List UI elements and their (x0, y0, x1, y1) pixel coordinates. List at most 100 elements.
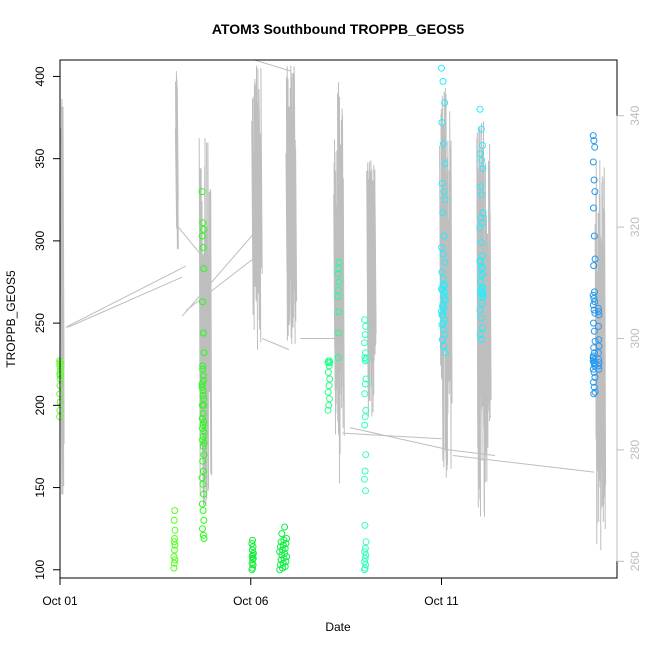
data-point (477, 293, 485, 301)
data-point (200, 516, 208, 524)
data-point (439, 303, 447, 311)
data-point (199, 392, 207, 399)
data-point (590, 355, 598, 363)
data-point (476, 306, 484, 314)
data-point (439, 250, 447, 258)
secondary-connector (254, 59, 291, 72)
data-point (476, 150, 484, 158)
data-point (199, 377, 207, 385)
data-point (590, 232, 598, 240)
data-point (249, 549, 257, 557)
data-point (594, 304, 602, 312)
data-point (199, 436, 206, 444)
data-point (200, 451, 208, 459)
data-point (278, 530, 286, 538)
chart-title: ATOM3 Southbound TROPPB_GEOS5 (212, 21, 464, 37)
data-point (171, 541, 179, 549)
data-point (199, 507, 207, 515)
data-point (591, 337, 599, 345)
data-point (590, 204, 597, 212)
x-tick-label: Oct 01 (42, 594, 78, 608)
data-point (171, 526, 179, 534)
data-point (361, 544, 369, 552)
data-point (441, 288, 449, 296)
secondary-connector (67, 276, 183, 328)
data-point (477, 214, 485, 222)
data-point (439, 326, 447, 334)
data-point (440, 232, 448, 240)
data-point (361, 331, 369, 339)
data-point (441, 99, 449, 107)
data-point (360, 339, 368, 347)
data-point (362, 538, 370, 546)
data-point (590, 390, 598, 398)
y2-tick-label: 320 (628, 217, 642, 237)
data-point (477, 125, 485, 133)
data-point (591, 373, 599, 381)
secondary-connector (185, 254, 259, 312)
data-point (171, 507, 179, 515)
data-point (199, 531, 207, 539)
secondary-connector (181, 232, 255, 317)
data-point (595, 311, 603, 319)
data-point (441, 196, 449, 204)
data-point (199, 219, 207, 227)
data-point (199, 365, 207, 373)
data-point (362, 487, 369, 495)
y2-axis: 260 280 300 320 340 (616, 105, 642, 571)
data-point (440, 342, 448, 350)
data-point (200, 225, 208, 233)
data-point (199, 480, 207, 488)
data-point (199, 372, 207, 380)
data-point (439, 275, 447, 283)
x-axis: Oct 01 Oct 06 Oct 11 (42, 577, 459, 608)
data-point (477, 314, 485, 322)
data-point (200, 490, 208, 498)
data-point (360, 475, 368, 483)
data-point (170, 516, 178, 524)
data-point (590, 137, 598, 145)
data-point (325, 382, 333, 390)
data-point (199, 329, 207, 337)
secondary-burst (366, 160, 377, 417)
secondary-connector (449, 449, 495, 456)
data-point (478, 336, 486, 344)
secondary-burst (60, 98, 65, 495)
data-point (361, 316, 369, 324)
data-point (595, 342, 603, 350)
data-point (589, 301, 597, 309)
data-point (595, 359, 603, 367)
secondary-burst (251, 65, 263, 350)
data-point (199, 421, 207, 429)
secondary-connectors (65, 59, 595, 473)
data-point (198, 380, 206, 388)
data-point (477, 271, 485, 279)
data-point (200, 439, 208, 447)
y-axis-label: TROPPB_GEOS5 (4, 270, 18, 368)
data-point (200, 395, 208, 403)
data-point (335, 286, 342, 294)
data-point (200, 535, 208, 542)
data-point (438, 179, 446, 187)
data-point (362, 355, 370, 363)
data-point (589, 132, 597, 140)
data-point (478, 299, 486, 307)
data-point (590, 327, 598, 335)
data-point (477, 286, 485, 294)
data-point (590, 378, 597, 386)
data-point (199, 424, 206, 432)
data-point (438, 311, 446, 319)
data-point (479, 270, 487, 278)
data-point (590, 306, 598, 314)
data-point (170, 538, 178, 546)
secondary-burst (174, 71, 179, 250)
y-axis: 100 150 200 250 300 350 400 (33, 66, 61, 580)
data-point (198, 401, 206, 409)
secondary-connector (452, 454, 595, 473)
y-tick-label: 250 (33, 313, 47, 333)
data-point (589, 291, 597, 299)
data-point (200, 418, 208, 426)
data-point (171, 535, 179, 542)
data-point (479, 165, 487, 172)
